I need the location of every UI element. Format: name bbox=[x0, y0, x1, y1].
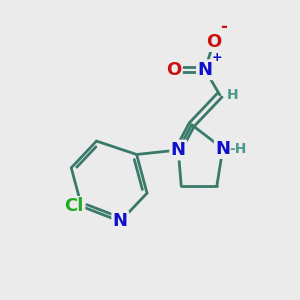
Text: N: N bbox=[113, 212, 128, 230]
Text: N: N bbox=[197, 61, 212, 79]
Text: -: - bbox=[220, 18, 227, 36]
Text: H: H bbox=[226, 88, 238, 102]
Text: O: O bbox=[206, 32, 221, 50]
Text: N: N bbox=[215, 140, 230, 158]
Text: O: O bbox=[166, 61, 182, 79]
Text: +: + bbox=[212, 51, 222, 64]
Text: -H: -H bbox=[229, 142, 246, 155]
Text: Cl: Cl bbox=[64, 197, 84, 215]
Text: N: N bbox=[171, 141, 186, 159]
